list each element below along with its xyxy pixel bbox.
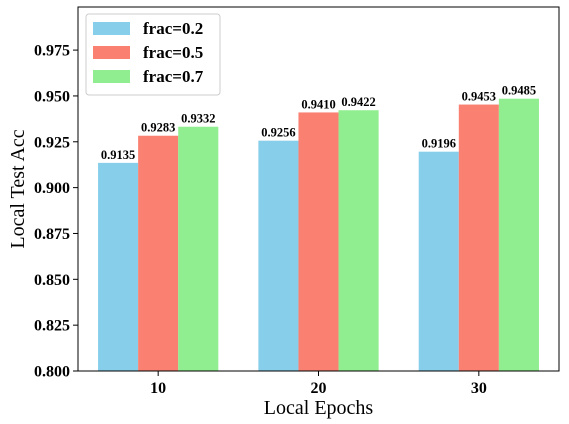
bar-frac=0.7-20 bbox=[338, 110, 379, 372]
legend-label: frac=0.2 bbox=[143, 19, 203, 38]
y-axis-title: Local Test Acc bbox=[7, 129, 29, 248]
y-tick-label: 0.925 bbox=[34, 134, 70, 151]
data-label: 0.9410 bbox=[301, 97, 335, 111]
y-tick-label: 0.950 bbox=[34, 88, 70, 105]
data-label: 0.9422 bbox=[341, 95, 375, 109]
y-tick-label: 0.900 bbox=[34, 180, 70, 197]
bar-frac=0.7-10 bbox=[178, 126, 219, 371]
x-axis-title: Local Epochs bbox=[264, 397, 374, 419]
x-axis: 10 20 30 bbox=[150, 371, 487, 397]
data-label: 0.9196 bbox=[422, 137, 456, 151]
y-axis: 0.800 0.825 0.850 0.875 0.900 0.925 0.950 0.975 bbox=[34, 43, 78, 381]
x-tick-label: 10 bbox=[150, 380, 166, 397]
bar-frac=0.5-10 bbox=[138, 135, 179, 371]
x-tick-label: 20 bbox=[311, 380, 327, 397]
bar-frac=0.7-30 bbox=[498, 98, 539, 372]
legend: frac=0.2 frac=0.5 frac=0.7 bbox=[85, 13, 221, 96]
legend-swatch bbox=[93, 70, 130, 83]
legend-swatch bbox=[93, 22, 130, 35]
legend-swatch bbox=[93, 46, 130, 59]
data-label: 0.9135 bbox=[101, 148, 135, 162]
legend-label: frac=0.5 bbox=[143, 43, 203, 62]
data-label: 0.9283 bbox=[141, 121, 175, 135]
x-tick-label: 30 bbox=[471, 380, 487, 397]
bar-frac=0.2-10 bbox=[98, 162, 139, 371]
y-tick-label: 0.825 bbox=[34, 318, 70, 335]
y-tick-label: 0.875 bbox=[34, 226, 70, 243]
y-tick-label: 0.975 bbox=[34, 43, 70, 60]
data-label: 0.9485 bbox=[502, 84, 536, 98]
bar-frac=0.2-20 bbox=[258, 140, 299, 371]
bars-layer bbox=[98, 98, 539, 372]
bar-frac=0.5-20 bbox=[298, 112, 339, 372]
y-tick-label: 0.850 bbox=[34, 272, 70, 289]
data-label: 0.9332 bbox=[181, 112, 215, 126]
bar-frac=0.2-30 bbox=[418, 151, 459, 371]
bar-frac=0.5-30 bbox=[458, 104, 499, 371]
data-label: 0.9453 bbox=[462, 90, 496, 104]
legend-label: frac=0.7 bbox=[143, 67, 204, 86]
data-label: 0.9256 bbox=[261, 126, 295, 140]
y-tick-label: 0.800 bbox=[34, 364, 70, 381]
data-labels-layer: 0.9135 0.9256 0.9196 0.9283 0.9410 0.9453 0.93… bbox=[101, 84, 536, 162]
